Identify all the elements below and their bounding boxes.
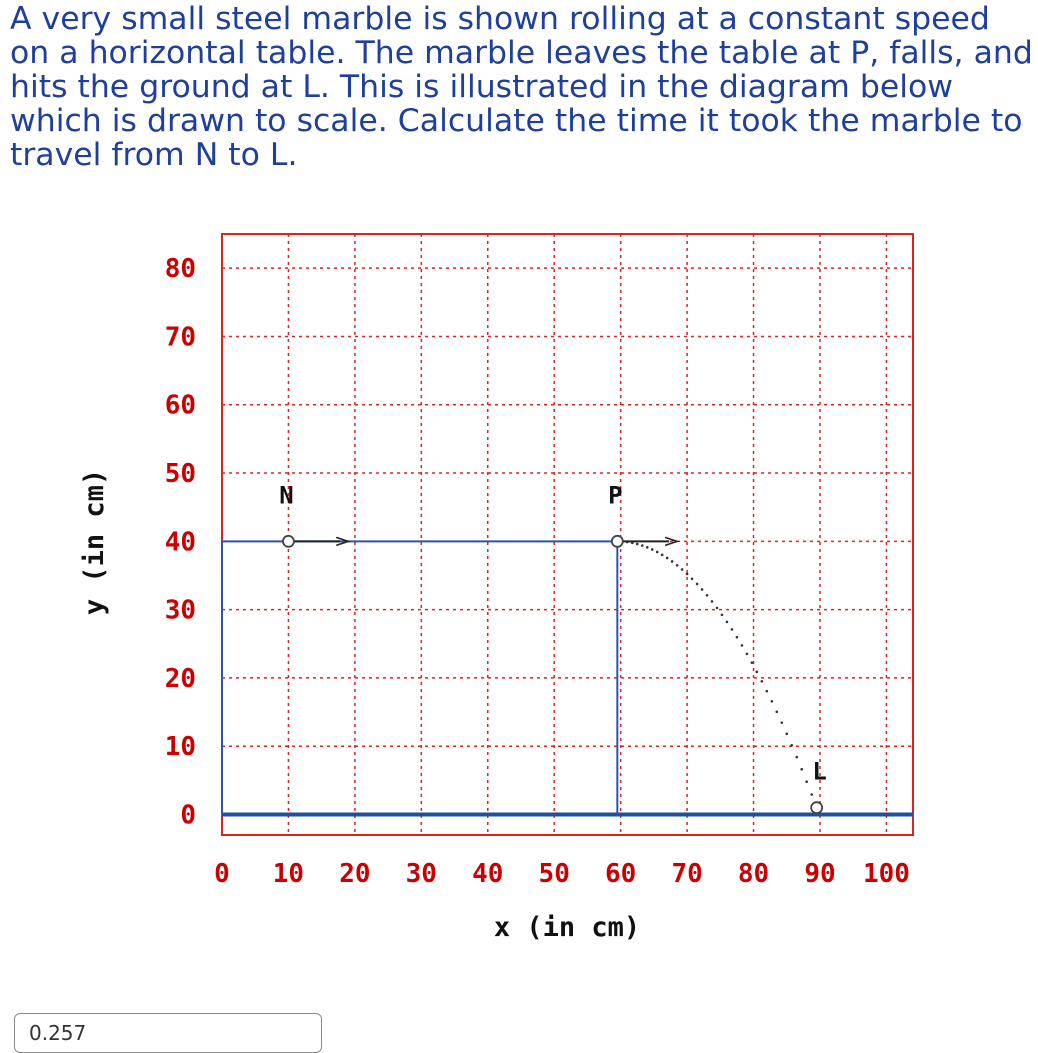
trajectory-dot	[750, 661, 754, 664]
point-label-p: P	[608, 481, 622, 509]
y-tick-label: 20	[165, 664, 196, 694]
y-tick-label: 70	[165, 322, 196, 352]
plot-frame	[221, 233, 914, 836]
trajectory-dot	[655, 550, 659, 554]
x-tick-label: 40	[472, 859, 503, 889]
y-tick-label: 30	[165, 596, 196, 626]
point-label-l: L	[812, 758, 826, 786]
grid	[221, 233, 914, 836]
trajectory-dot	[695, 582, 699, 586]
trajectory-dot	[710, 600, 714, 603]
trajectory-dot	[720, 613, 724, 617]
trajectory-dot	[645, 546, 649, 549]
y-axis-label: y (in cm)	[79, 469, 110, 615]
question-text: A very small steel marble is shown rolli…	[10, 1, 1033, 173]
trajectory-dot	[705, 593, 709, 597]
trajectory-dot	[675, 564, 679, 567]
trajectory-dot	[765, 689, 769, 693]
x-tick-label: 80	[738, 859, 769, 889]
x-tick-label: 20	[339, 859, 370, 889]
y-tick-label: 0	[180, 801, 196, 831]
trajectory-dot	[665, 556, 669, 560]
trajectory-dot	[755, 670, 759, 674]
x-axis-label: x (in cm)	[494, 912, 640, 943]
answer-input[interactable]	[14, 1013, 322, 1053]
x-tick-label: 60	[605, 859, 636, 889]
trajectory-dot	[725, 620, 729, 624]
trajectory-dot	[780, 721, 784, 724]
x-tick-label: 100	[863, 859, 910, 889]
marble-marker-n	[282, 534, 295, 548]
trajectory-dot	[635, 542, 639, 546]
y-tick-label: 80	[165, 254, 196, 284]
x-tick-label: 50	[539, 859, 570, 889]
trajectory-dot	[790, 743, 794, 747]
y-tick-label: 60	[165, 391, 196, 421]
trajectory-dot	[735, 635, 739, 639]
trajectory-dot	[795, 755, 799, 759]
trajectory-dot	[800, 767, 804, 771]
y-tick-label: 50	[165, 459, 196, 489]
trajectory-dot	[810, 793, 813, 796]
trajectory-dot	[760, 680, 764, 683]
marble-marker-p	[610, 534, 624, 548]
trajectory-dot	[715, 606, 719, 610]
velocity-arrow-head-p	[664, 536, 680, 547]
trajectory-dot	[670, 560, 674, 563]
trajectory-dot	[805, 780, 808, 784]
trajectory-dot	[640, 544, 644, 547]
trajectory-dot	[745, 652, 749, 656]
projectile-diagram: 0 10 20 30 40 50 60 70 80 0 10 20 30 40 50 60 70 80 90 100…	[79, 233, 914, 943]
point-label-n: N	[279, 481, 293, 509]
y-tick-label: 10	[165, 732, 196, 762]
y-tick-labels: 0 10 20 30 40 50 60 70 80	[165, 254, 196, 830]
marble-marker-l	[810, 801, 824, 815]
trajectory-dot	[770, 700, 774, 703]
trajectory-dot	[730, 628, 734, 631]
x-tick-label: 30	[406, 859, 437, 889]
trajectory-dot	[660, 553, 664, 557]
x-tick-label: 70	[671, 859, 702, 889]
trajectory-dot	[775, 710, 779, 714]
trajectory-dot	[785, 732, 789, 736]
trajectory-dot	[650, 548, 654, 551]
x-tick-label: 90	[804, 859, 835, 889]
trajectory-dot	[685, 572, 689, 576]
trajectory-dot	[690, 577, 694, 581]
y-tick-label: 40	[165, 527, 196, 557]
velocity-arrow-head-n	[335, 536, 351, 547]
x-tick-label: 10	[273, 859, 304, 889]
x-tick-label: 0	[214, 859, 230, 889]
trajectory-dot	[680, 568, 684, 571]
point-markers: N P L	[279, 481, 827, 815]
trajectory-dot	[740, 644, 744, 647]
x-tick-labels: 0 10 20 30 40 50 60 70 80 90 100	[214, 859, 910, 889]
trajectory	[621, 540, 818, 809]
trajectory-dot	[700, 588, 704, 591]
